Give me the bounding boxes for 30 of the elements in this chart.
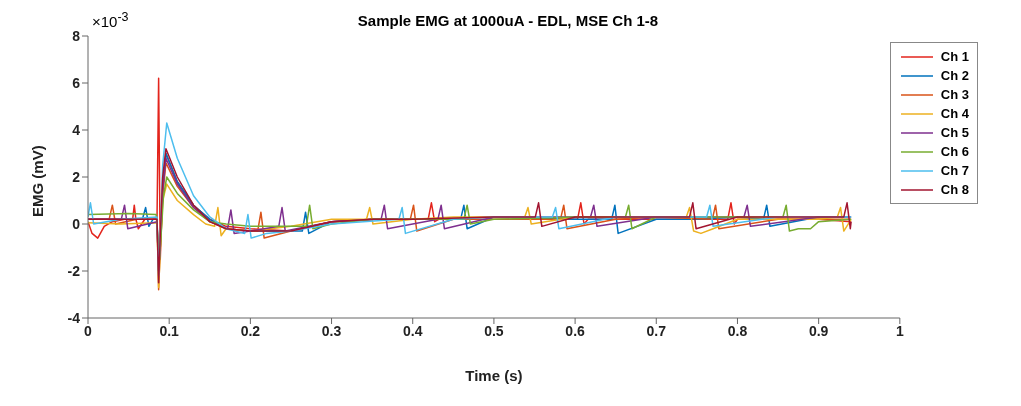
x-tick-label: 0: [84, 322, 93, 339]
x-tick-label: 0.2: [240, 322, 261, 339]
text: ×10$^{-3}$: [92, 10, 129, 30]
x-tick-label: 0.9: [808, 322, 829, 339]
legend-label: Ch 3: [940, 87, 969, 102]
x-tick-label: 0.4: [403, 322, 423, 339]
x-tick-label: 0.5: [484, 322, 504, 339]
x-tick-label: 0.6: [565, 322, 586, 339]
legend-label: Ch 8: [940, 182, 969, 197]
y-tick-label: 8: [72, 27, 81, 44]
y-axis-title: EMG (mV): [29, 145, 47, 217]
y-tick-label: 4: [72, 121, 81, 138]
x-axis-title: Time (s): [465, 366, 523, 384]
y-tick-label: -4: [67, 309, 81, 326]
legend-label: Ch 6: [940, 144, 969, 159]
legend-label: Ch 4: [940, 106, 969, 121]
x-tick-label: 1: [895, 322, 904, 339]
chart-title: Sample EMG at 1000uA - EDL, MSE Ch 1-8: [357, 12, 659, 29]
x-tick-label: 0.3: [321, 322, 342, 339]
y-tick-label: 6: [72, 74, 81, 91]
x-tick-label: 0.7: [646, 322, 667, 339]
legend-label: Ch 1: [940, 49, 969, 64]
legend-label: Ch 2: [940, 68, 969, 83]
legend-label: Ch 5: [940, 125, 969, 140]
y-tick-label: 2: [72, 168, 81, 185]
x-tick-label: 0.1: [159, 322, 180, 339]
y-tick-label: -2: [67, 262, 81, 279]
legend-label: Ch 7: [940, 163, 969, 178]
x-tick-label: 0.8: [727, 322, 748, 339]
y-tick-label: 0: [72, 215, 81, 232]
